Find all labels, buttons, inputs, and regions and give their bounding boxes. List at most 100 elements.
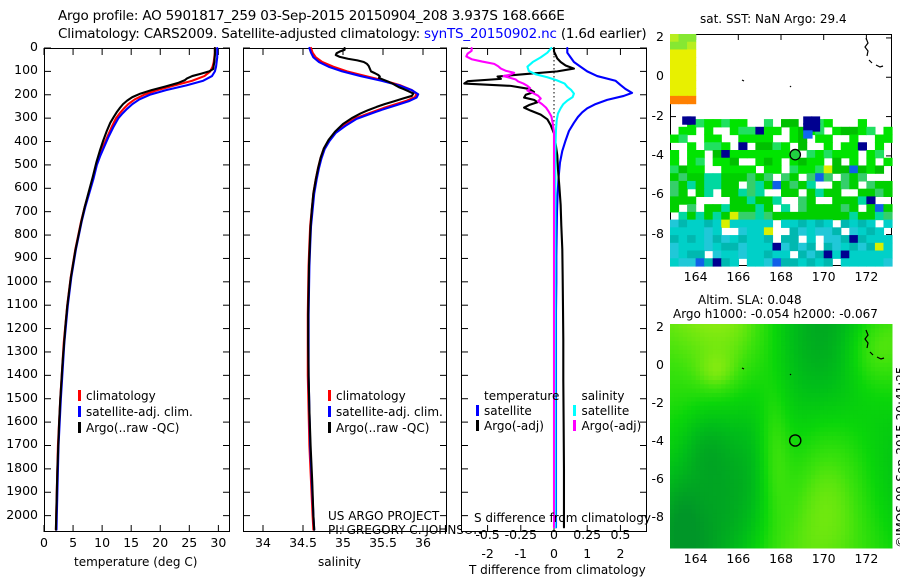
figure-title-line1: Argo profile: AO 5901817_259 03-Sep-2015… [58,8,565,24]
tick-label: 200 [14,85,38,101]
tick-label: 5 [69,535,78,550]
tick-label: 166 [726,269,751,284]
legend-label-climatology-sal: climatology [336,389,406,403]
title-line2-filename: synTS_20150902.nc [424,26,557,42]
sst-map-x-ticklabels: 164 166 168 170 172 [670,269,892,285]
legend-swatch-temp-argo [476,420,479,431]
sst-map-title: sat. SST: NaN Argo: 29.4 [700,12,847,26]
salinity-x-ticklabels: 34 34.5 35 35.5 36 [243,535,447,551]
tick-label: -1 [514,546,528,561]
salinity-panel [243,48,447,532]
legend-item-climatology: climatology [78,389,193,403]
legend-label-satellite-adj-sal: satellite-adj. clim. [336,405,443,419]
sla-map-title-line2: Argo h1000: -0.054 h2000: -0.067 [673,307,878,321]
legend-item-temp-satellite: satellite [476,404,573,419]
difference-s-axis-label: S difference from climatology [474,511,651,525]
tick-label: 0 [656,68,664,84]
temperature-legend: climatology satellite-adj. clim. Argo(..… [78,389,193,435]
tick-label: 15 [123,535,140,550]
legend-item-temp-argo: Argo(-adj) [476,419,573,433]
difference-legend-table: temperature salinity satellite satellite… [476,389,641,433]
legend-item-satellite-adj: satellite-adj. clim. [78,405,193,419]
tick-label: 600 [14,179,38,195]
tick-label: 0 [30,39,38,54]
tick-label: -0.25 [504,527,537,542]
difference-x-ticklabels-top: -0.5 -0.25 0 0.25 0.5 [461,527,647,543]
difference-legend: temperature salinity satellite satellite… [476,389,641,433]
legend-swatch-temp-satellite [476,405,479,416]
legend-label-temp-argo: Argo(-adj) [484,419,544,433]
legend-item-climatology-sal: climatology [328,389,443,403]
legend-swatch-climatology-sal [328,390,331,401]
title-line2-prefix: Climatology: CARS2009. Satellite-adjuste… [58,26,425,42]
legend-item-sal-satellite: satellite [573,404,641,419]
tick-label: -6 [651,186,664,202]
sst-map-svg [670,34,893,267]
title-line2-suffix: (1.6d earlier) [556,26,647,42]
legend-item-sal-argo: Argo(-adj) [573,419,641,433]
legend-swatch-argo-sal [328,422,331,433]
tick-label: 25 [181,535,198,550]
legend-label-climatology: climatology [86,389,156,403]
tick-label: 34 [255,535,271,550]
tick-label: 164 [683,269,708,284]
tick-label: 2 [656,318,664,334]
temperature-x-axis-label: temperature (deg C) [74,555,198,569]
tick-label: 1800 [6,459,38,475]
legend-swatch-climatology [78,390,81,401]
difference-t-axis-label: T difference from climatology [469,563,646,577]
tick-label: 10 [94,535,111,550]
tick-label: -8 [651,225,664,241]
tick-label: -4 [651,146,664,162]
legend-label-satellite-adj: satellite-adj. clim. [86,405,193,419]
tick-label: 36 [415,535,431,550]
tick-label: 168 [769,269,793,284]
sla-map-title-line1: Altim. SLA: 0.048 [698,293,802,307]
tick-label: 1700 [6,436,38,452]
tick-label: 172 [854,551,879,566]
tick-label: 34.5 [289,535,317,550]
tick-label: 1200 [6,319,38,335]
tick-label: 1500 [6,389,38,405]
tick-label: 35 [335,535,351,550]
project-credit-line1: US ARGO PROJECT [328,509,440,523]
tick-label: 1000 [6,272,38,288]
tick-label: 800 [14,226,38,242]
salinity-plot-svg [243,46,447,532]
tick-label: 1100 [6,296,38,312]
figure-title-line2: Climatology: CARS2009. Satellite-adjuste… [58,26,647,42]
tick-label: 20 [152,535,169,550]
tick-label: -8 [651,508,664,524]
tick-label: 170 [811,269,836,284]
tick-label: 0 [656,356,664,372]
tick-label: 700 [14,202,38,218]
tick-label: -2 [481,546,494,561]
tick-label: 2 [616,546,625,561]
legend-swatch-argo [78,422,81,433]
tick-label: -2 [651,394,664,410]
tick-label: 166 [726,551,751,566]
imos-copyright: ©IMOS 09-Sep-2015 20:41:25 [894,366,900,562]
tick-label: -6 [651,470,664,486]
salinity-legend: climatology satellite-adj. clim. Argo(..… [328,389,443,435]
salinity-x-axis-label: salinity [318,555,362,569]
tick-label: 0 [550,546,558,561]
tick-label: 1600 [6,413,38,429]
tick-label: 2 [656,28,664,44]
project-credit-line2: PI: GREGORY C. JOHNSON [328,523,483,537]
legend-label-argo-sal: Argo(..raw -QC) [336,421,430,435]
tick-label: -0.5 [475,527,500,542]
tick-label: 1300 [6,342,38,358]
legend-swatch-sal-argo [573,420,577,431]
legend-group-salinity: salinity [581,389,625,403]
temperature-panel [44,48,230,532]
legend-swatch-satellite-adj-sal [328,406,331,417]
temperature-plot-svg [43,46,230,532]
sst-map-y-ticklabels: 2 0 -2 -4 -6 -8 [648,29,666,266]
tick-label: 164 [683,551,708,566]
imos-copyright-text: ©IMOS 09-Sep-2015 20:41:25 [894,366,900,548]
temperature-y-ticklabels: 0 100 200 300 400 500 600 700 800 900 1000 1100 1200… [0,39,40,532]
tick-label: 0.5 [610,527,631,542]
tick-label: 0 [550,527,558,542]
tick-label: 168 [769,551,793,566]
